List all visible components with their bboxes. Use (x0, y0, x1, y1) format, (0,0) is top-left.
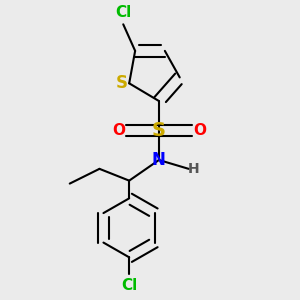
Text: N: N (152, 151, 166, 169)
Text: Cl: Cl (115, 5, 131, 20)
Text: S: S (152, 121, 166, 140)
Text: H: H (188, 162, 200, 176)
Text: O: O (112, 123, 125, 138)
Text: Cl: Cl (121, 278, 137, 293)
Text: O: O (194, 123, 206, 138)
Text: S: S (116, 74, 128, 92)
